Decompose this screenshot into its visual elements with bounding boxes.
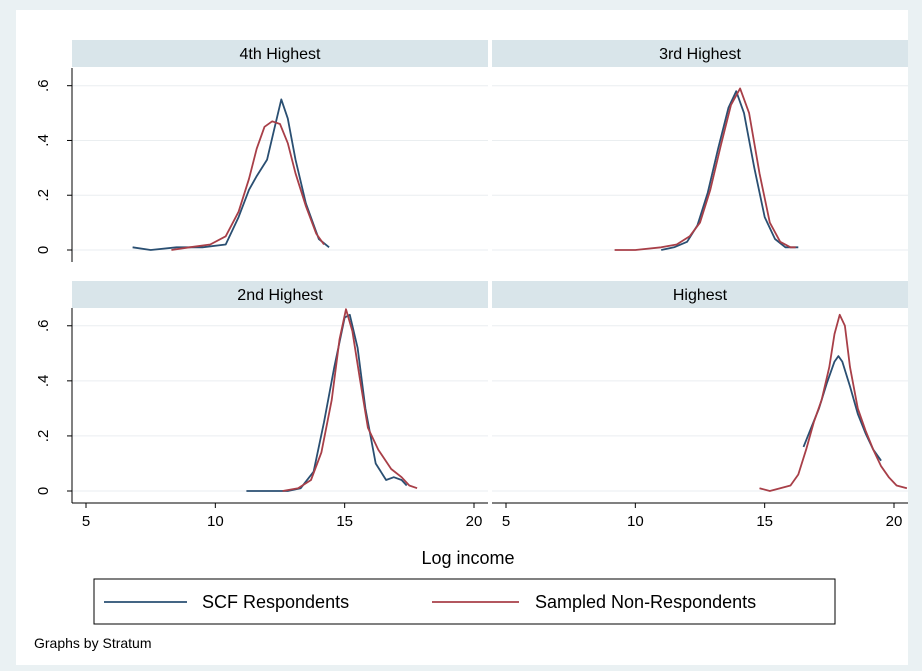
x-tick-label: 5 (82, 513, 90, 530)
y-tick-label: .4 (35, 134, 52, 147)
x-tick-label: 5 (502, 513, 510, 530)
x-tick-label: 20 (886, 513, 903, 530)
x-tick-label: 10 (207, 513, 224, 530)
y-tick-label: 0 (35, 246, 52, 254)
panel-plot-area (492, 308, 908, 503)
series-line-sampled-non-respondents (759, 313, 908, 492)
panel-strip (492, 281, 908, 308)
legend-label: Sampled Non-Respondents (535, 592, 756, 612)
panel-plot-area (492, 68, 908, 262)
panel-strip (72, 40, 488, 67)
panel-strip (492, 40, 908, 67)
panel-title: Highest (673, 287, 728, 304)
graph-note: Graphs by Stratum (34, 635, 152, 651)
panel-title: 4th Highest (240, 46, 321, 63)
panel-title: 3rd Highest (659, 46, 741, 63)
y-tick-label: .2 (35, 430, 52, 443)
y-tick-label: .2 (35, 189, 52, 202)
panel-strip (72, 281, 488, 308)
panel-2: 3rd Highest (492, 40, 908, 262)
series-line-sampled-non-respondents (614, 87, 796, 251)
panel-plot-area (72, 68, 488, 262)
y-tick-label: .4 (35, 375, 52, 388)
y-tick-label: 0 (35, 487, 52, 495)
legend-label: SCF Respondents (202, 592, 349, 612)
series-line-sampled-non-respondents (282, 308, 418, 492)
panel-title: 2nd Highest (237, 287, 323, 304)
y-tick-label: .6 (35, 320, 52, 333)
panel-4: Highest 5 10 15 20 (492, 281, 908, 530)
x-tick-label: 20 (466, 513, 483, 530)
panel-plot-area (72, 308, 488, 503)
x-tick-label: 15 (336, 513, 353, 530)
series-line-scf-respondents (661, 90, 799, 251)
x-axis-title: Log income (421, 548, 514, 568)
legend: SCF Respondents Sampled Non-Respondents (93, 578, 836, 625)
panel-3: 2nd Highest 0 .2 .4 .6 5 10 15 20 (35, 281, 488, 530)
y-tick-label: .6 (35, 79, 52, 92)
series-line-sampled-non-respondents (171, 120, 325, 251)
x-tick-label: 15 (756, 513, 773, 530)
panel-1: 4th Highest 0 .2 .4 .6 (35, 40, 488, 262)
x-tick-label: 10 (627, 513, 644, 530)
